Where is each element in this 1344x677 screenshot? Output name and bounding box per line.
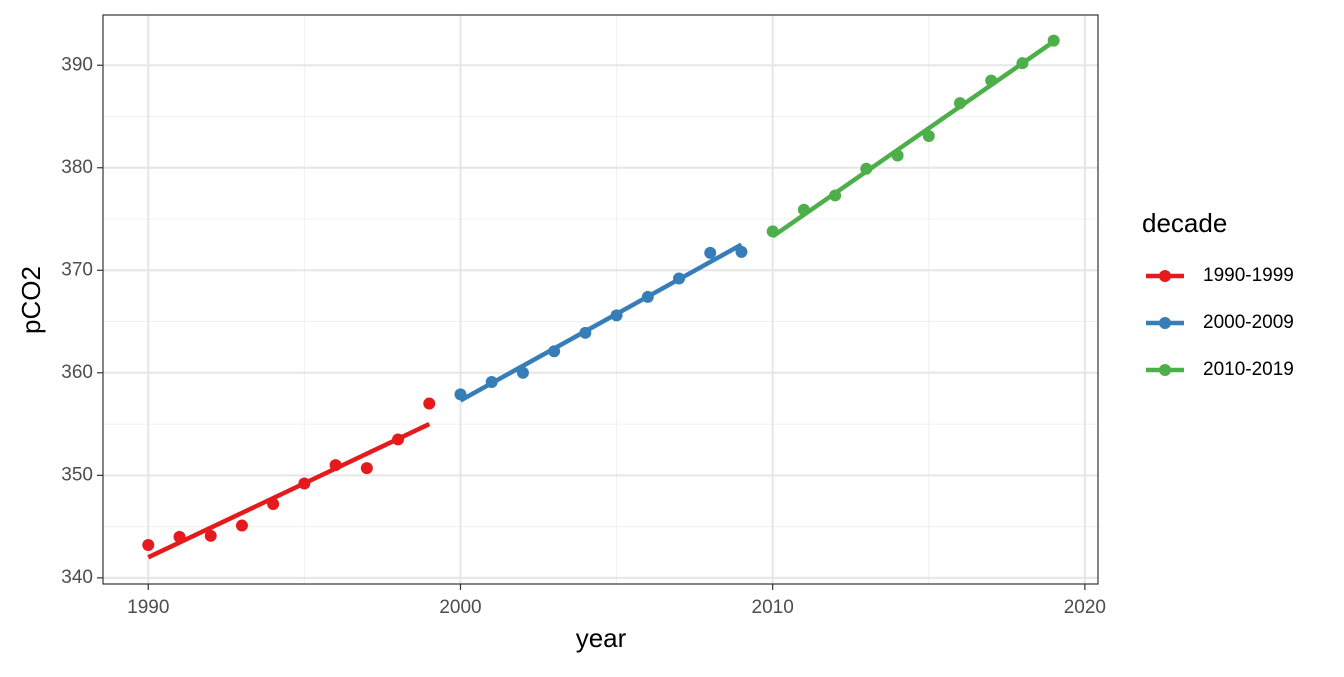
point — [235, 519, 248, 532]
point — [922, 129, 935, 142]
point — [673, 272, 686, 285]
point — [204, 529, 217, 542]
trend-line — [147, 422, 431, 560]
point — [891, 149, 904, 162]
legend-title: decade — [1142, 208, 1227, 238]
x-tick-label: 2000 — [439, 597, 481, 618]
point — [610, 309, 623, 322]
point — [1016, 57, 1029, 70]
point — [454, 388, 467, 401]
point — [423, 397, 436, 410]
trend-line — [459, 242, 743, 403]
y-tick-label: 350 — [61, 464, 93, 485]
y-tick-label: 380 — [61, 157, 93, 178]
point — [954, 97, 967, 110]
point — [485, 376, 498, 389]
legend-label: 1990-1999 — [1203, 265, 1294, 286]
y-tick-label: 340 — [61, 567, 93, 588]
point — [516, 366, 529, 379]
point — [298, 477, 311, 490]
y-tick-label: 360 — [61, 362, 93, 383]
legend-key-point — [1159, 317, 1171, 329]
point — [860, 162, 873, 175]
point — [360, 462, 373, 475]
legend-label: 2000-2009 — [1203, 312, 1294, 333]
legend-key-point — [1159, 364, 1171, 376]
point — [329, 459, 342, 472]
legend-key-point — [1159, 270, 1171, 282]
point — [173, 530, 186, 543]
point — [829, 189, 842, 202]
point — [142, 539, 155, 552]
y-axis-label: pCO2 — [16, 266, 46, 334]
legend-label: 2010-2019 — [1203, 359, 1294, 380]
point — [267, 498, 280, 511]
x-tick-label: 2020 — [1064, 597, 1106, 618]
point — [548, 345, 561, 358]
point — [392, 433, 405, 446]
x-axis-label: year — [576, 623, 627, 653]
y-tick-label: 390 — [61, 54, 93, 75]
point — [641, 290, 654, 303]
panel-border — [102, 14, 1099, 585]
panel — [103, 15, 1098, 584]
point — [797, 203, 810, 216]
point — [1047, 34, 1060, 47]
trend-line — [771, 39, 1055, 239]
y-tick-label: 370 — [61, 259, 93, 280]
point — [579, 326, 592, 339]
point — [766, 225, 779, 238]
x-tick-label: 1990 — [127, 597, 169, 618]
point — [735, 245, 748, 258]
point — [704, 246, 717, 259]
point — [985, 74, 998, 87]
x-tick-label: 2010 — [752, 597, 794, 618]
